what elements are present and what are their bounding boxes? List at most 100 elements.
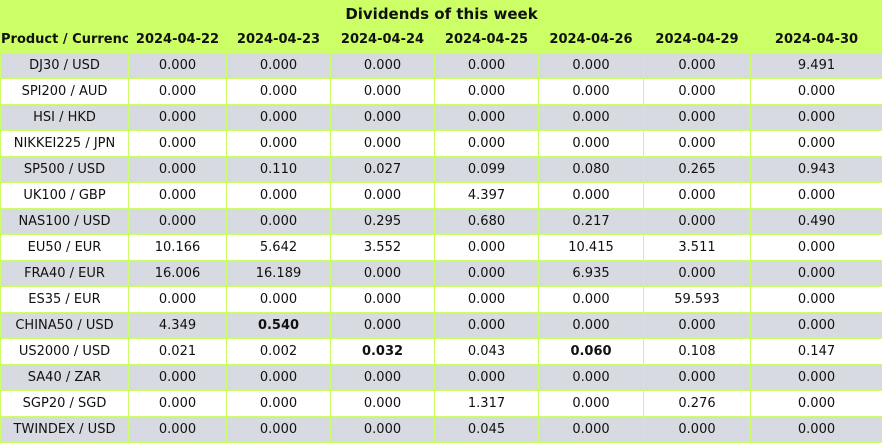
value-cell: 0.000 — [226, 182, 331, 209]
value-cell: 0.000 — [330, 182, 435, 209]
value-cell: 0.000 — [750, 78, 882, 105]
table-row: SGP20 / SGD 0.000 0.000 0.000 1.317 0.000 0.27… — [0, 390, 882, 417]
table-row: FRA40 / EUR 16.006 16.189 0.000 0.000 6.935 0.… — [0, 260, 882, 287]
value-cell: 0.540 — [226, 312, 331, 339]
value-cell: 0.060 — [538, 338, 644, 365]
value-cell: 0.000 — [538, 104, 644, 131]
value-cell: 0.000 — [128, 364, 227, 391]
value-cell: 0.000 — [434, 78, 539, 105]
value-cell: 0.000 — [434, 364, 539, 391]
value-cell: 59.593 — [643, 286, 751, 313]
product-cell: NIKKEI225 / JPN — [0, 130, 129, 157]
product-cell: DJ30 / USD — [0, 52, 129, 79]
value-cell: 0.000 — [538, 416, 644, 443]
column-header: 2024-04-23 — [226, 26, 331, 53]
value-cell: 0.000 — [538, 364, 644, 391]
table-title: Dividends of this week — [0, 0, 882, 27]
value-cell: 16.006 — [128, 260, 227, 287]
value-cell: 4.349 — [128, 312, 227, 339]
value-cell: 0.027 — [330, 156, 435, 183]
product-cell: ES35 / EUR — [0, 286, 129, 313]
value-cell: 0.147 — [750, 338, 882, 365]
value-cell: 0.000 — [330, 364, 435, 391]
column-header: Product / Currency — [0, 26, 129, 53]
value-cell: 0.000 — [128, 208, 227, 235]
value-cell: 0.000 — [330, 416, 435, 443]
value-cell: 9.491 — [750, 52, 882, 79]
value-cell: 0.000 — [128, 78, 227, 105]
value-cell: 0.000 — [226, 78, 331, 105]
table-row: SPI200 / AUD 0.000 0.000 0.000 0.000 0.000 0.0… — [0, 78, 882, 105]
value-cell: 0.000 — [434, 286, 539, 313]
value-cell: 0.000 — [128, 104, 227, 131]
value-cell: 1.317 — [434, 390, 539, 417]
value-cell: 0.000 — [643, 208, 751, 235]
value-cell: 0.000 — [538, 182, 644, 209]
value-cell: 0.000 — [434, 130, 539, 157]
product-cell: SGP20 / SGD — [0, 390, 129, 417]
value-cell: 0.000 — [330, 286, 435, 313]
product-cell: CHINA50 / USD — [0, 312, 129, 339]
value-cell: 0.000 — [750, 234, 882, 261]
table-row: SA40 / ZAR 0.000 0.000 0.000 0.000 0.000 0.000… — [0, 364, 882, 391]
value-cell: 0.000 — [434, 104, 539, 131]
value-cell: 0.099 — [434, 156, 539, 183]
column-header: 2024-04-30 — [750, 26, 882, 53]
product-cell: SA40 / ZAR — [0, 364, 129, 391]
product-cell: SPI200 / AUD — [0, 78, 129, 105]
value-cell: 0.000 — [434, 234, 539, 261]
value-cell: 0.000 — [226, 364, 331, 391]
value-cell: 0.000 — [226, 104, 331, 131]
value-cell: 0.021 — [128, 338, 227, 365]
value-cell: 0.000 — [330, 104, 435, 131]
column-header: 2024-04-29 — [643, 26, 751, 53]
value-cell: 0.000 — [330, 130, 435, 157]
value-cell: 0.000 — [128, 130, 227, 157]
value-cell: 6.935 — [538, 260, 644, 287]
table-row: US2000 / USD 0.021 0.002 0.032 0.043 0.060 0.1… — [0, 338, 882, 365]
value-cell: 0.265 — [643, 156, 751, 183]
value-cell: 0.000 — [538, 390, 644, 417]
value-cell: 0.000 — [750, 104, 882, 131]
value-cell: 0.000 — [643, 312, 751, 339]
table-row: DJ30 / USD 0.000 0.000 0.000 0.000 0.000 0.000… — [0, 52, 882, 79]
value-cell: 0.000 — [128, 182, 227, 209]
product-cell: EU50 / EUR — [0, 234, 129, 261]
product-cell: FRA40 / EUR — [0, 260, 129, 287]
value-cell: 0.108 — [643, 338, 751, 365]
value-cell: 0.000 — [128, 52, 227, 79]
value-cell: 0.000 — [538, 286, 644, 313]
value-cell: 0.000 — [750, 312, 882, 339]
value-cell: 0.295 — [330, 208, 435, 235]
value-cell: 0.000 — [750, 260, 882, 287]
value-cell: 0.000 — [750, 364, 882, 391]
value-cell: 0.043 — [434, 338, 539, 365]
value-cell: 0.000 — [330, 52, 435, 79]
value-cell: 10.415 — [538, 234, 644, 261]
value-cell: 0.080 — [538, 156, 644, 183]
value-cell: 0.110 — [226, 156, 331, 183]
value-cell: 0.000 — [538, 130, 644, 157]
value-cell: 0.276 — [643, 390, 751, 417]
value-cell: 0.000 — [434, 312, 539, 339]
value-cell: 0.000 — [128, 390, 227, 417]
value-cell: 0.000 — [226, 416, 331, 443]
value-cell: 4.397 — [434, 182, 539, 209]
value-cell: 0.943 — [750, 156, 882, 183]
value-cell: 0.000 — [330, 312, 435, 339]
value-cell: 0.000 — [226, 390, 331, 417]
value-cell: 0.000 — [750, 182, 882, 209]
table-row: NAS100 / USD 0.000 0.000 0.295 0.680 0.217 0.0… — [0, 208, 882, 235]
table-row: TWINDEX / USD 0.000 0.000 0.000 0.045 0.000 0.… — [0, 416, 882, 443]
value-cell: 0.000 — [643, 130, 751, 157]
value-cell: 0.000 — [226, 130, 331, 157]
value-cell: 0.000 — [643, 364, 751, 391]
value-cell: 0.000 — [330, 78, 435, 105]
value-cell: 0.000 — [643, 416, 751, 443]
value-cell: 3.552 — [330, 234, 435, 261]
value-cell: 0.000 — [226, 52, 331, 79]
value-cell: 0.000 — [128, 416, 227, 443]
product-cell: SP500 / USD — [0, 156, 129, 183]
value-cell: 0.000 — [643, 260, 751, 287]
